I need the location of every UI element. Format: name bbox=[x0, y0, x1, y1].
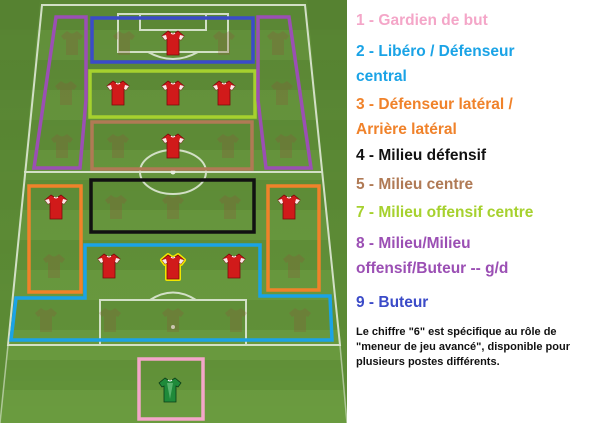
ghost-player-icon bbox=[218, 194, 242, 220]
player-libero-left[interactable] bbox=[97, 253, 121, 279]
legend-item-9: 9 - Buteur bbox=[356, 290, 428, 315]
ghost-player-icon bbox=[274, 133, 298, 159]
red-shirt-icon bbox=[161, 80, 185, 106]
legend-item-4: 4 - Milieu défensif bbox=[356, 143, 486, 168]
ghost-player-icon bbox=[161, 194, 185, 220]
ghost-player-icon bbox=[54, 80, 78, 106]
red-shirt-highlighted-icon bbox=[160, 253, 186, 281]
player-att-mid-left[interactable] bbox=[106, 80, 130, 106]
ghost-player-icon bbox=[216, 133, 240, 159]
red-shirt-icon bbox=[277, 194, 301, 220]
legend-text-line2: central bbox=[356, 68, 407, 85]
legend-text: 5 - Milieu centre bbox=[356, 176, 474, 193]
player-fullback-left[interactable] bbox=[44, 194, 68, 220]
legend-item-8: 8 - Milieu/Milieu offensif/Buteur -- g/d bbox=[356, 231, 508, 281]
ghost-player-icon bbox=[212, 30, 236, 56]
ghost-player-icon bbox=[50, 133, 74, 159]
legend-item-1: 1 - Gardien de but bbox=[356, 8, 488, 33]
red-shirt-icon bbox=[106, 80, 130, 106]
player-fullback-right[interactable] bbox=[277, 194, 301, 220]
ghost-player-icon bbox=[161, 307, 185, 333]
role-box-9-striker bbox=[90, 16, 255, 64]
green-keeper-shirt-icon bbox=[158, 377, 182, 403]
ghost-player-icon bbox=[34, 307, 58, 333]
ghost-player-icon bbox=[112, 30, 136, 56]
legend-item-7: 7 - Milieu offensif centre bbox=[356, 200, 533, 225]
role-legend: 1 - Gardien de but 2 - Libéro / Défenseu… bbox=[350, 0, 601, 423]
ghost-player-icon bbox=[104, 194, 128, 220]
player-att-mid-center[interactable] bbox=[161, 80, 185, 106]
legend-text-line2: Arrière latéral bbox=[356, 121, 457, 138]
player-goalkeeper[interactable] bbox=[158, 377, 182, 403]
player-libero-right[interactable] bbox=[222, 253, 246, 279]
player-center-mid[interactable] bbox=[161, 133, 185, 159]
player-att-mid-right[interactable] bbox=[212, 80, 236, 106]
ghost-player-icon bbox=[266, 30, 290, 56]
ghost-player-icon bbox=[288, 307, 312, 333]
legend-note: Le chiffre "6" est spécifique au rôle de… bbox=[356, 326, 570, 368]
red-shirt-icon bbox=[161, 133, 185, 159]
legend-text-line2: offensif/Buteur -- g/d bbox=[356, 260, 509, 277]
ghost-player-icon bbox=[282, 253, 306, 279]
legend-text: 8 - Milieu/Milieu bbox=[356, 235, 471, 252]
legend-text: 4 - Milieu défensif bbox=[356, 147, 487, 164]
role-box-1-goalkeeper bbox=[137, 357, 205, 421]
role-box-5-center-mid bbox=[90, 120, 254, 171]
legend-text: 1 - Gardien de but bbox=[356, 12, 488, 29]
legend-item-5: 5 - Milieu centre bbox=[356, 172, 473, 197]
pitch bbox=[0, 0, 347, 423]
ghost-player-icon bbox=[98, 307, 122, 333]
red-shirt-icon bbox=[222, 253, 246, 279]
ghost-player-icon bbox=[60, 30, 84, 56]
legend-text: 7 - Milieu offensif centre bbox=[356, 204, 534, 221]
player-libero-center-highlighted[interactable] bbox=[159, 252, 187, 282]
role-box-2-libero bbox=[9, 243, 334, 342]
role-box-3-right bbox=[266, 184, 321, 292]
legend-text: 2 - Libéro / Défenseur bbox=[356, 43, 515, 60]
legend-text: 3 - Défenseur latéral / bbox=[356, 96, 513, 113]
ghost-player-icon bbox=[42, 253, 66, 279]
legend-item-3: 3 - Défenseur latéral / Arrière latéral bbox=[356, 92, 513, 142]
role-box-4-defensive-mid bbox=[89, 178, 256, 234]
ghost-player-icon bbox=[270, 80, 294, 106]
role-box-7-attacking-mid bbox=[88, 69, 257, 119]
red-shirt-icon bbox=[44, 194, 68, 220]
red-shirt-icon bbox=[97, 253, 121, 279]
ghost-player-icon bbox=[224, 307, 248, 333]
red-shirt-icon bbox=[212, 80, 236, 106]
player-striker[interactable] bbox=[161, 30, 185, 56]
role-box-3-left bbox=[27, 184, 83, 294]
legend-text: 9 - Buteur bbox=[356, 294, 429, 311]
red-shirt-icon bbox=[161, 30, 185, 56]
ghost-player-icon bbox=[106, 133, 130, 159]
legend-item-2: 2 - Libéro / Défenseur central bbox=[356, 39, 514, 89]
role-box-8-left bbox=[31, 15, 88, 170]
role-box-8-right bbox=[256, 15, 314, 170]
